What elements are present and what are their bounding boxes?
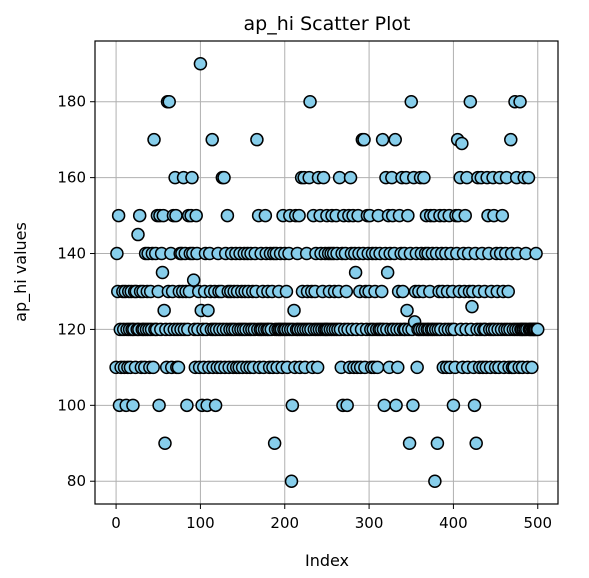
scatter-point-272 [339,284,354,299]
scatter-point-457 [495,208,510,223]
scatter-point-283 [348,265,363,280]
scatter-points [109,57,545,488]
x-tick-label-3: 300 [355,514,384,532]
scatter-point-399 [446,398,461,413]
x-tick-label-2: 200 [270,514,299,532]
scatter-point-309 [370,360,385,375]
scatter-point-113 [205,132,219,147]
y-axis-label: ap_hi values [11,222,31,322]
scatter-point-339 [396,284,410,299]
scatter-point-229 [303,94,317,109]
y-tick-label-5: 180 [57,93,86,111]
y-tick-label-0: 80 [67,472,86,490]
scatter-point-349 [404,94,419,109]
scatter-point-117 [208,398,223,413]
scatter-point-317 [377,398,392,413]
scatter-point-421 [465,299,479,314]
y-axis-ticks: 80 100 120 140 160 180 [57,93,95,490]
chart-title: ap_hi Scatter Plot [244,13,411,35]
scatter-point-3 [111,208,126,223]
scatter-point-25 [131,227,145,242]
scatter-point-131 [220,208,235,223]
scatter-point-277 [343,170,358,185]
scatter-point-499 [531,322,545,337]
scatter-point-415 [460,170,474,185]
scatter-point-62 [162,94,176,109]
x-axis-ticks: 0 100 200 300 400 500 [111,504,552,532]
y-tick-label-4: 160 [57,169,86,187]
scatter-point-166 [250,132,264,147]
scatter-point-419 [463,94,478,109]
scatter-point-216 [292,208,306,223]
scatter-point-54 [155,265,170,280]
scatter-point-108 [201,303,215,318]
scatter-point-89 [185,170,199,185]
scatter-point-50 [152,398,166,413]
x-tick-label-0: 0 [111,514,121,532]
scatter-point-364 [417,170,431,185]
scatter-point-91 [186,273,201,287]
scatter-point-488 [521,170,536,185]
scatter-point-330 [388,132,402,147]
scatter-point-210 [287,303,301,318]
scatter-point-380 [430,436,445,451]
scatter-point-314 [374,284,389,299]
scatter-point-273 [340,398,354,413]
scatter-point-413 [458,208,472,223]
scatter-point-57 [158,436,172,451]
scatter-point-127 [217,170,231,185]
scatter-point-426 [469,436,483,451]
scatter-point-238 [310,360,325,375]
scatter-point-83 [180,398,194,413]
x-tick-label-5: 500 [523,514,552,532]
scatter-point-187 [267,436,282,451]
scatter-point-245 [316,170,331,185]
scatter-point-409 [455,136,469,151]
scatter-point-377 [428,474,442,488]
scatter-point-70 [169,208,183,223]
x-tick-label-1: 100 [186,514,215,532]
plot-frame [94,40,559,505]
scatter-point-176 [258,208,273,223]
scatter-point-478 [513,94,527,109]
scatter-point-27 [132,208,147,223]
scatter-point-73 [171,360,186,375]
scatter-point-208 [285,398,300,413]
scatter-point-345 [401,208,415,223]
scatter-point-467 [504,132,518,147]
scatter-point-497 [529,246,543,261]
scatter-point-344 [400,303,414,318]
scatter-point-333 [391,360,405,375]
scatter-point-201 [279,284,294,299]
scatter-point-19 [126,398,140,413]
y-tick-label-3: 140 [57,245,86,263]
x-tick-label-4: 400 [439,514,468,532]
scatter-point-464 [501,284,515,299]
scatter-point-424 [467,398,482,413]
scatter-point-331 [389,398,403,413]
scatter-point-264 [332,170,347,185]
scatter-point-492 [525,360,539,375]
scatter-point-43 [146,360,160,375]
scatter-point-1 [110,246,124,261]
scatter-point-293 [357,132,371,147]
scatter-point-56 [157,303,171,318]
scatter-point-321 [380,265,395,280]
scatter-point-315 [375,132,390,147]
x-axis-label: Index [305,551,349,570]
scatter-point-94 [189,208,203,223]
scatter-point-99 [193,57,208,71]
scatter-point-351 [406,398,420,413]
scatter-point-207 [284,474,299,488]
scatter-point-356 [410,360,424,375]
y-tick-label-2: 120 [57,320,86,338]
scatter-point-347 [402,436,417,451]
y-tick-label-1: 100 [57,396,86,414]
scatter-point-44 [147,132,161,147]
